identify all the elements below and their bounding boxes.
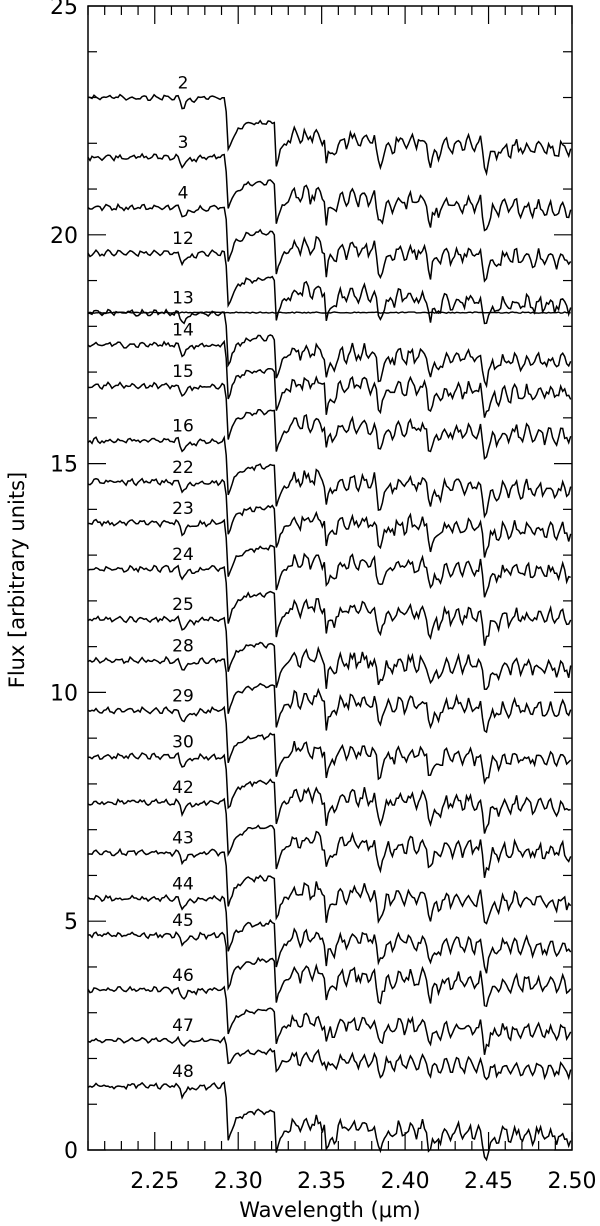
spectrum-line-47 [87, 1035, 572, 1081]
x-tick-label: 2.25 [130, 1169, 179, 1194]
spectrum-line-22 [87, 477, 572, 558]
spectrum-label-25: 25 [172, 595, 194, 615]
spectrum-line-3 [87, 152, 572, 232]
spectrum-label-47: 47 [172, 1016, 194, 1036]
y-axis-title: Flux [arbitrary units] [5, 472, 29, 688]
spectrum-line-28 [87, 655, 572, 734]
y-tick-label: 0 [64, 1139, 78, 1164]
spectrum-line-13 [87, 308, 572, 389]
spectrum-line-48 [87, 1081, 572, 1162]
spectrum-label-13: 13 [172, 289, 194, 309]
spectrum-line-29 [87, 705, 572, 785]
spectrum-line-44 [87, 893, 572, 974]
spectrum-label-4: 4 [178, 183, 189, 203]
spectrum-label-14: 14 [172, 321, 194, 341]
x-tick-label: 2.40 [381, 1169, 430, 1194]
spectrum-label-15: 15 [172, 362, 194, 382]
x-tick-label: 2.30 [214, 1169, 263, 1194]
spectrum-line-15 [87, 381, 572, 460]
spectrum-line-42 [87, 797, 572, 878]
spectra-series [87, 93, 572, 1162]
spectrum-label-30: 30 [172, 732, 194, 752]
spectrum-line-4 [87, 202, 572, 283]
spectrum-label-22: 22 [172, 458, 194, 478]
x-tick-label: 2.35 [297, 1169, 346, 1194]
spectrum-label-23: 23 [172, 499, 194, 519]
spectrum-line-23 [87, 518, 571, 598]
y-tick-label: 20 [50, 224, 78, 249]
spectrum-label-44: 44 [172, 874, 194, 894]
spectrum-label-48: 48 [172, 1062, 194, 1082]
y-tick-label: 5 [64, 910, 78, 935]
y-tick-label: 25 [50, 0, 78, 20]
spectrum-line-16 [87, 435, 572, 519]
spectrum-label-3: 3 [178, 133, 189, 153]
spectrum-label-28: 28 [172, 636, 194, 656]
spectrum-line-30 [87, 752, 571, 834]
spectrum-line-24 [87, 564, 572, 646]
spectrum-label-2: 2 [178, 74, 189, 94]
spectrum-label-29: 29 [172, 687, 194, 707]
spectrum-line-12 [87, 248, 572, 325]
spectrum-labels: 2341213141516222324252829304243444546474… [172, 74, 194, 1082]
x-axis-title: Wavelength (μm) [239, 1198, 420, 1222]
x-tick-label: 2.45 [464, 1169, 513, 1194]
spectrum-label-43: 43 [172, 829, 194, 849]
axes: 2.25 2.30 2.35 2.40 2.45 2.50 0 5 10 15 20 25 [50, 0, 596, 1194]
spectrum-line-2 [87, 93, 572, 177]
spectrum-label-16: 16 [172, 417, 194, 437]
spectrum-line-43 [88, 847, 572, 925]
spectrum-line-14 [87, 339, 572, 418]
spectrum-label-24: 24 [172, 545, 194, 565]
spectrum-label-42: 42 [172, 778, 194, 798]
x-tick-label: 2.50 [548, 1169, 597, 1194]
spectrum-label-45: 45 [172, 911, 194, 931]
y-tick-label: 10 [50, 681, 78, 706]
spectrum-label-12: 12 [172, 229, 194, 249]
spectrum-line-45 [87, 931, 572, 1008]
plot-frame [87, 5, 573, 1151]
spectrum-label-46: 46 [172, 966, 194, 986]
spectrum-line-46 [87, 985, 572, 1055]
spectrum-line-25 [87, 615, 572, 690]
y-tick-label: 15 [50, 453, 78, 478]
